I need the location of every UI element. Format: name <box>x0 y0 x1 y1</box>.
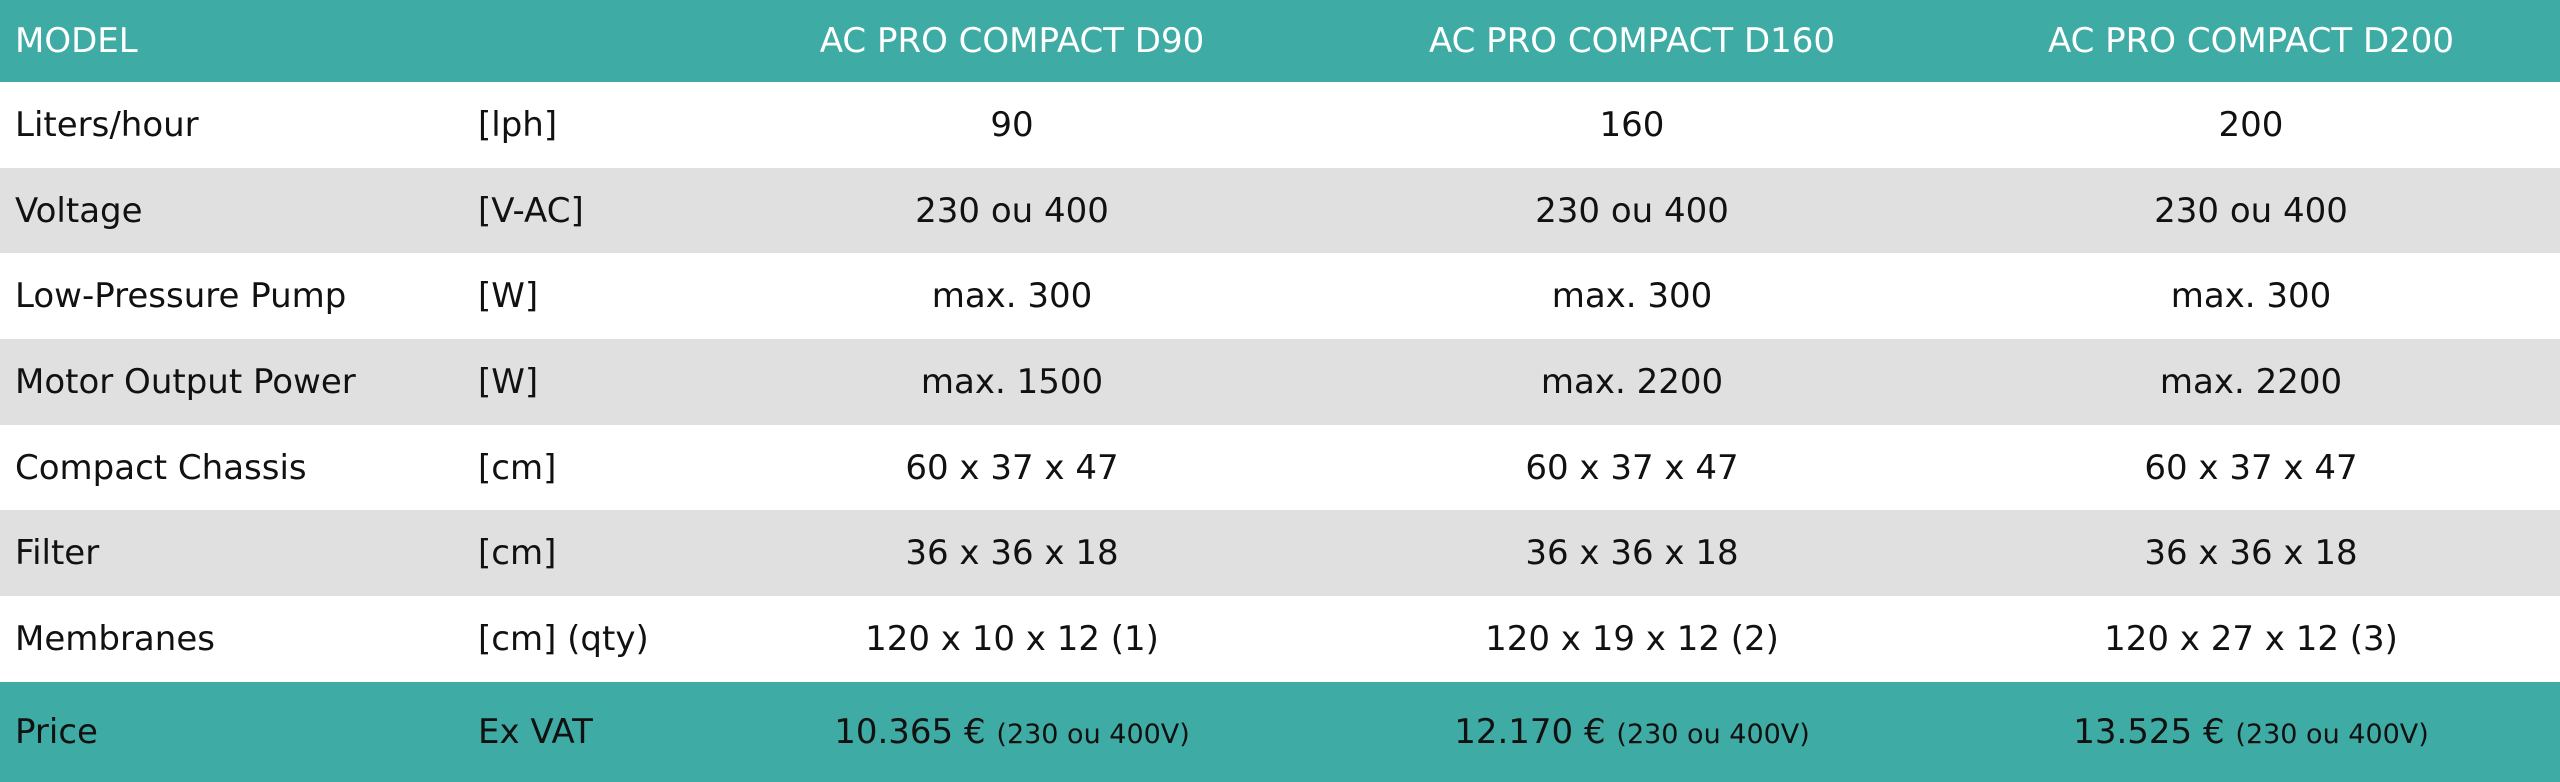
table-cell: [cm] (qty) <box>470 596 702 682</box>
price-label: Price <box>0 681 470 782</box>
table-cell: max. 2200 <box>1322 339 1942 425</box>
table-cell: [V-AC] <box>470 167 702 254</box>
table-cell: Motor Output Power <box>0 339 470 425</box>
table-cell: [W] <box>470 253 702 340</box>
table-cell: Membranes <box>0 596 470 682</box>
header-cell: MODEL <box>0 0 470 82</box>
table-cell: 36 x 36 x 18 <box>1322 510 1942 597</box>
header-cell <box>470 0 702 82</box>
price-note: (230 ou 400V) <box>996 718 1190 750</box>
table-row: Compact Chassis [cm] 60 x 37 x 47 60 x 37 x… <box>0 424 2560 511</box>
table-cell: max. 300 <box>1942 253 2560 340</box>
table-cell: 160 <box>1322 82 1942 168</box>
table-row: Low-Pressure Pump [W] max. 300 max. 300 max.… <box>0 253 2560 340</box>
table-row: Liters/hour [lph] 90 160 200 <box>0 82 2560 168</box>
table-cell: 230 ou 400 <box>1942 167 2560 254</box>
table-cell: Filter <box>0 510 470 597</box>
table-cell: max. 300 <box>1322 253 1942 340</box>
table-cell: max. 300 <box>702 253 1322 340</box>
table-cell: 60 x 37 x 47 <box>1322 424 1942 511</box>
table-cell: Low-Pressure Pump <box>0 253 470 340</box>
table-cell: Compact Chassis <box>0 424 470 511</box>
table-cell: Voltage <box>0 167 470 254</box>
table-cell: [cm] <box>470 424 702 511</box>
price-cell: 12.170 € (230 ou 400V) <box>1322 681 1942 782</box>
table-cell: 90 <box>702 82 1322 168</box>
header-cell: AC PRO COMPACT D160 <box>1322 0 1942 82</box>
table-cell: [lph] <box>470 82 702 168</box>
header-cell: AC PRO COMPACT D200 <box>1942 0 2560 82</box>
table-cell: 60 x 37 x 47 <box>1942 424 2560 511</box>
table-cell: max. 2200 <box>1942 339 2560 425</box>
price-note: (230 ou 400V) <box>1616 718 1810 750</box>
table-cell: 200 <box>1942 82 2560 168</box>
price-amount: 10.365 € <box>834 711 986 752</box>
table-row: Motor Output Power [W] max. 1500 max. 2200 m… <box>0 339 2560 425</box>
price-note: (230 ou 400V) <box>2235 718 2429 750</box>
price-cell: 13.525 € (230 ou 400V) <box>1942 681 2560 782</box>
table-cell: 230 ou 400 <box>1322 167 1942 254</box>
table-row: Filter [cm] 36 x 36 x 18 36 x 36 x 18 36 x 3… <box>0 510 2560 597</box>
price-amount: 13.525 € <box>2073 711 2225 752</box>
table-row: Voltage [V-AC] 230 ou 400 230 ou 400 230 ou … <box>0 167 2560 254</box>
price-cell: 10.365 € (230 ou 400V) <box>702 681 1322 782</box>
table-cell: 60 x 37 x 47 <box>702 424 1322 511</box>
table-cell: 120 x 10 x 12 (1) <box>702 596 1322 682</box>
price-row: Price Ex VAT 10.365 € (230 ou 400V) 12.170 … <box>0 681 2560 782</box>
header-cell: AC PRO COMPACT D90 <box>702 0 1322 82</box>
table-cell: 120 x 27 x 12 (3) <box>1942 596 2560 682</box>
table-cell: 120 x 19 x 12 (2) <box>1322 596 1942 682</box>
table-cell: 230 ou 400 <box>702 167 1322 254</box>
table-cell: Liters/hour <box>0 82 470 168</box>
table-row: Membranes [cm] (qty) 120 x 10 x 12 (1) 120 … <box>0 596 2560 682</box>
table-cell: max. 1500 <box>702 339 1322 425</box>
table-cell: [cm] <box>470 510 702 597</box>
header-row: MODEL AC PRO COMPACT D90 AC PRO COMPACT D1… <box>0 0 2560 82</box>
table-cell: 36 x 36 x 18 <box>702 510 1322 597</box>
table-cell: 36 x 36 x 18 <box>1942 510 2560 597</box>
table-cell: [W] <box>470 339 702 425</box>
price-amount: 12.170 € <box>1454 711 1606 752</box>
price-unit: Ex VAT <box>470 681 702 782</box>
